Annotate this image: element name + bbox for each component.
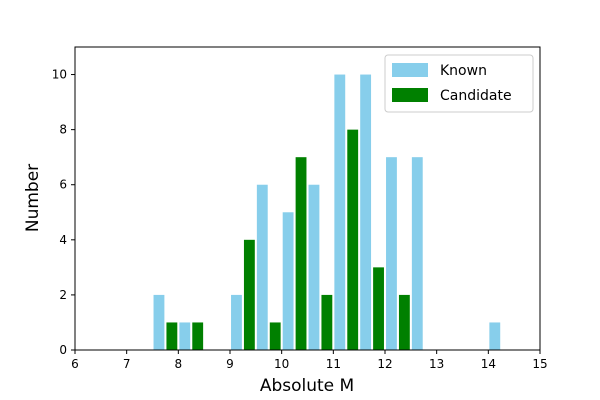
y-tick-label: 2 bbox=[59, 288, 67, 302]
x-tick-label: 8 bbox=[175, 357, 183, 371]
bar-candidate-8 bbox=[398, 294, 410, 350]
legend-swatch-candidate bbox=[392, 88, 428, 102]
bar-known-10 bbox=[489, 322, 501, 350]
bar-candidate-7 bbox=[373, 267, 384, 350]
bar-candidate-1 bbox=[192, 322, 204, 350]
bar-known-8 bbox=[386, 157, 397, 350]
legend-label-candidate: Candidate bbox=[440, 88, 512, 104]
bar-known-5 bbox=[308, 184, 320, 350]
bar-known-4 bbox=[282, 212, 294, 350]
x-axis-title: Absolute M bbox=[260, 376, 354, 396]
bar-candidate-2 bbox=[243, 239, 255, 350]
y-tick-label: 0 bbox=[59, 343, 67, 357]
bar-known-7 bbox=[360, 74, 372, 350]
x-axis: 6 7 8 9 10 11 12 13 14 15 bbox=[71, 350, 548, 371]
x-tick-label: 12 bbox=[377, 357, 392, 371]
y-tick-label: 4 bbox=[59, 233, 67, 247]
bar-known-2 bbox=[231, 294, 242, 350]
y-axis-title: Number bbox=[23, 164, 43, 232]
bar-candidate-6 bbox=[347, 129, 359, 350]
legend-swatch-known bbox=[392, 63, 428, 77]
bar-candidate-3 bbox=[269, 322, 281, 350]
bar-known-9 bbox=[411, 157, 423, 350]
plot-frame bbox=[74, 46, 541, 351]
y-tick-label: 8 bbox=[59, 123, 67, 137]
x-tick-label: 6 bbox=[71, 357, 79, 371]
bar-candidate-5 bbox=[321, 294, 333, 350]
legend: Known Candidate bbox=[384, 54, 534, 113]
bar-candidate-0 bbox=[166, 322, 178, 350]
x-tick-label: 15 bbox=[532, 357, 547, 371]
bar-known-0 bbox=[153, 294, 165, 350]
x-tick-label: 7 bbox=[123, 357, 131, 371]
bar-known-6 bbox=[334, 74, 346, 350]
x-tick-label: 11 bbox=[326, 357, 341, 371]
x-tick-label: 13 bbox=[429, 357, 444, 371]
bar-known-3 bbox=[256, 184, 268, 350]
y-tick-label: 10 bbox=[52, 68, 67, 82]
bar-candidate-4 bbox=[295, 157, 307, 350]
y-tick-label: 6 bbox=[59, 178, 67, 192]
x-tick-label: 9 bbox=[226, 357, 234, 371]
y-axis: 0 2 4 6 8 10 bbox=[52, 68, 75, 357]
bar-known-1 bbox=[179, 322, 191, 350]
legend-label-known: Known bbox=[440, 63, 487, 79]
x-tick-label: 10 bbox=[274, 357, 289, 371]
bars-layer bbox=[153, 74, 501, 350]
x-tick-label: 14 bbox=[481, 357, 496, 371]
